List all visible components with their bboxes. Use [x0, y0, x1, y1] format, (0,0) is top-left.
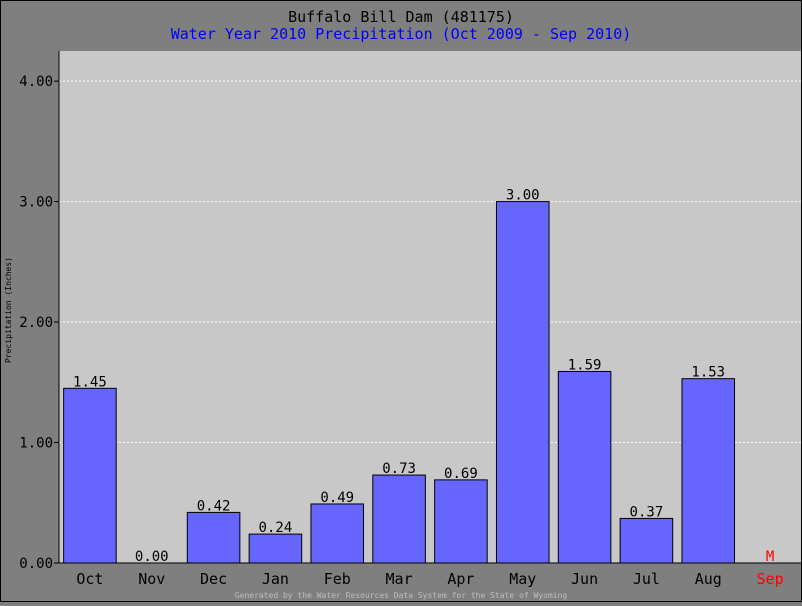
x-tick-label-jul: Jul — [633, 570, 660, 588]
data-label-oct: 1.45 — [73, 374, 107, 390]
x-tick-label-aug: Aug — [695, 570, 722, 588]
y-tick-label: 4.00 — [19, 74, 53, 90]
x-tick-label-feb: Feb — [324, 570, 351, 588]
x-tick-label-jan: Jan — [262, 570, 289, 588]
chart-subtitle: Water Year 2010 Precipitation (Oct 2009 … — [171, 25, 632, 43]
x-tick-label-may: May — [509, 570, 536, 588]
data-label-sep: M — [766, 549, 774, 565]
data-label-jan: 0.24 — [259, 520, 293, 536]
bar-mar — [372, 474, 426, 564]
x-tick-label-sep: Sep — [757, 570, 784, 588]
x-tick-label-oct: Oct — [76, 570, 103, 588]
bar-apr — [434, 479, 488, 564]
bar-feb — [310, 503, 365, 564]
y-tick-label: 0.00 — [19, 556, 53, 572]
y-tick-label: 3.00 — [19, 195, 53, 211]
chart-title: Buffalo Bill Dam (481175) — [288, 8, 514, 26]
bar-dec — [186, 511, 241, 564]
y-tick-label: 1.00 — [19, 436, 53, 452]
data-label-aug: 1.53 — [691, 365, 725, 381]
bar-jan — [248, 533, 303, 564]
y-tick-label: 2.00 — [19, 315, 53, 331]
data-label-nov: 0.00 — [135, 549, 169, 565]
data-label-may: 3.00 — [506, 188, 540, 204]
bars: 1.45 0.00 0.42 0.24 0.49 0.73 0.69 3.00 1.59 0.37… — [63, 188, 774, 565]
x-tick-label-apr: Apr — [447, 570, 474, 588]
data-label-jul: 0.37 — [630, 504, 664, 520]
bar-jul — [619, 517, 674, 564]
x-tick-label-nov: Nov — [138, 570, 165, 588]
x-tick-label-mar: Mar — [386, 570, 413, 588]
bar-may — [495, 201, 550, 564]
data-label-dec: 0.42 — [197, 498, 231, 514]
data-label-feb: 0.49 — [320, 490, 354, 506]
bar-oct — [63, 387, 117, 564]
x-tick-label-jun: Jun — [571, 570, 598, 588]
data-label-jun: 1.59 — [568, 357, 602, 373]
plot-area — [59, 51, 801, 563]
data-label-apr: 0.69 — [444, 466, 478, 482]
y-axis-label: Precipitation (Inches) — [4, 257, 13, 363]
bar-aug — [681, 378, 736, 564]
chart-footer: Generated by the Water Resources Data Sy… — [235, 591, 568, 600]
data-label-mar: 0.73 — [382, 461, 416, 477]
x-tick-label-dec: Dec — [200, 570, 227, 588]
axes: 0.00 1.00 2.00 3.00 4.00 Oct Nov Dec Jan Feb Mar Ap… — [19, 51, 801, 588]
bar-jun — [557, 370, 612, 564]
